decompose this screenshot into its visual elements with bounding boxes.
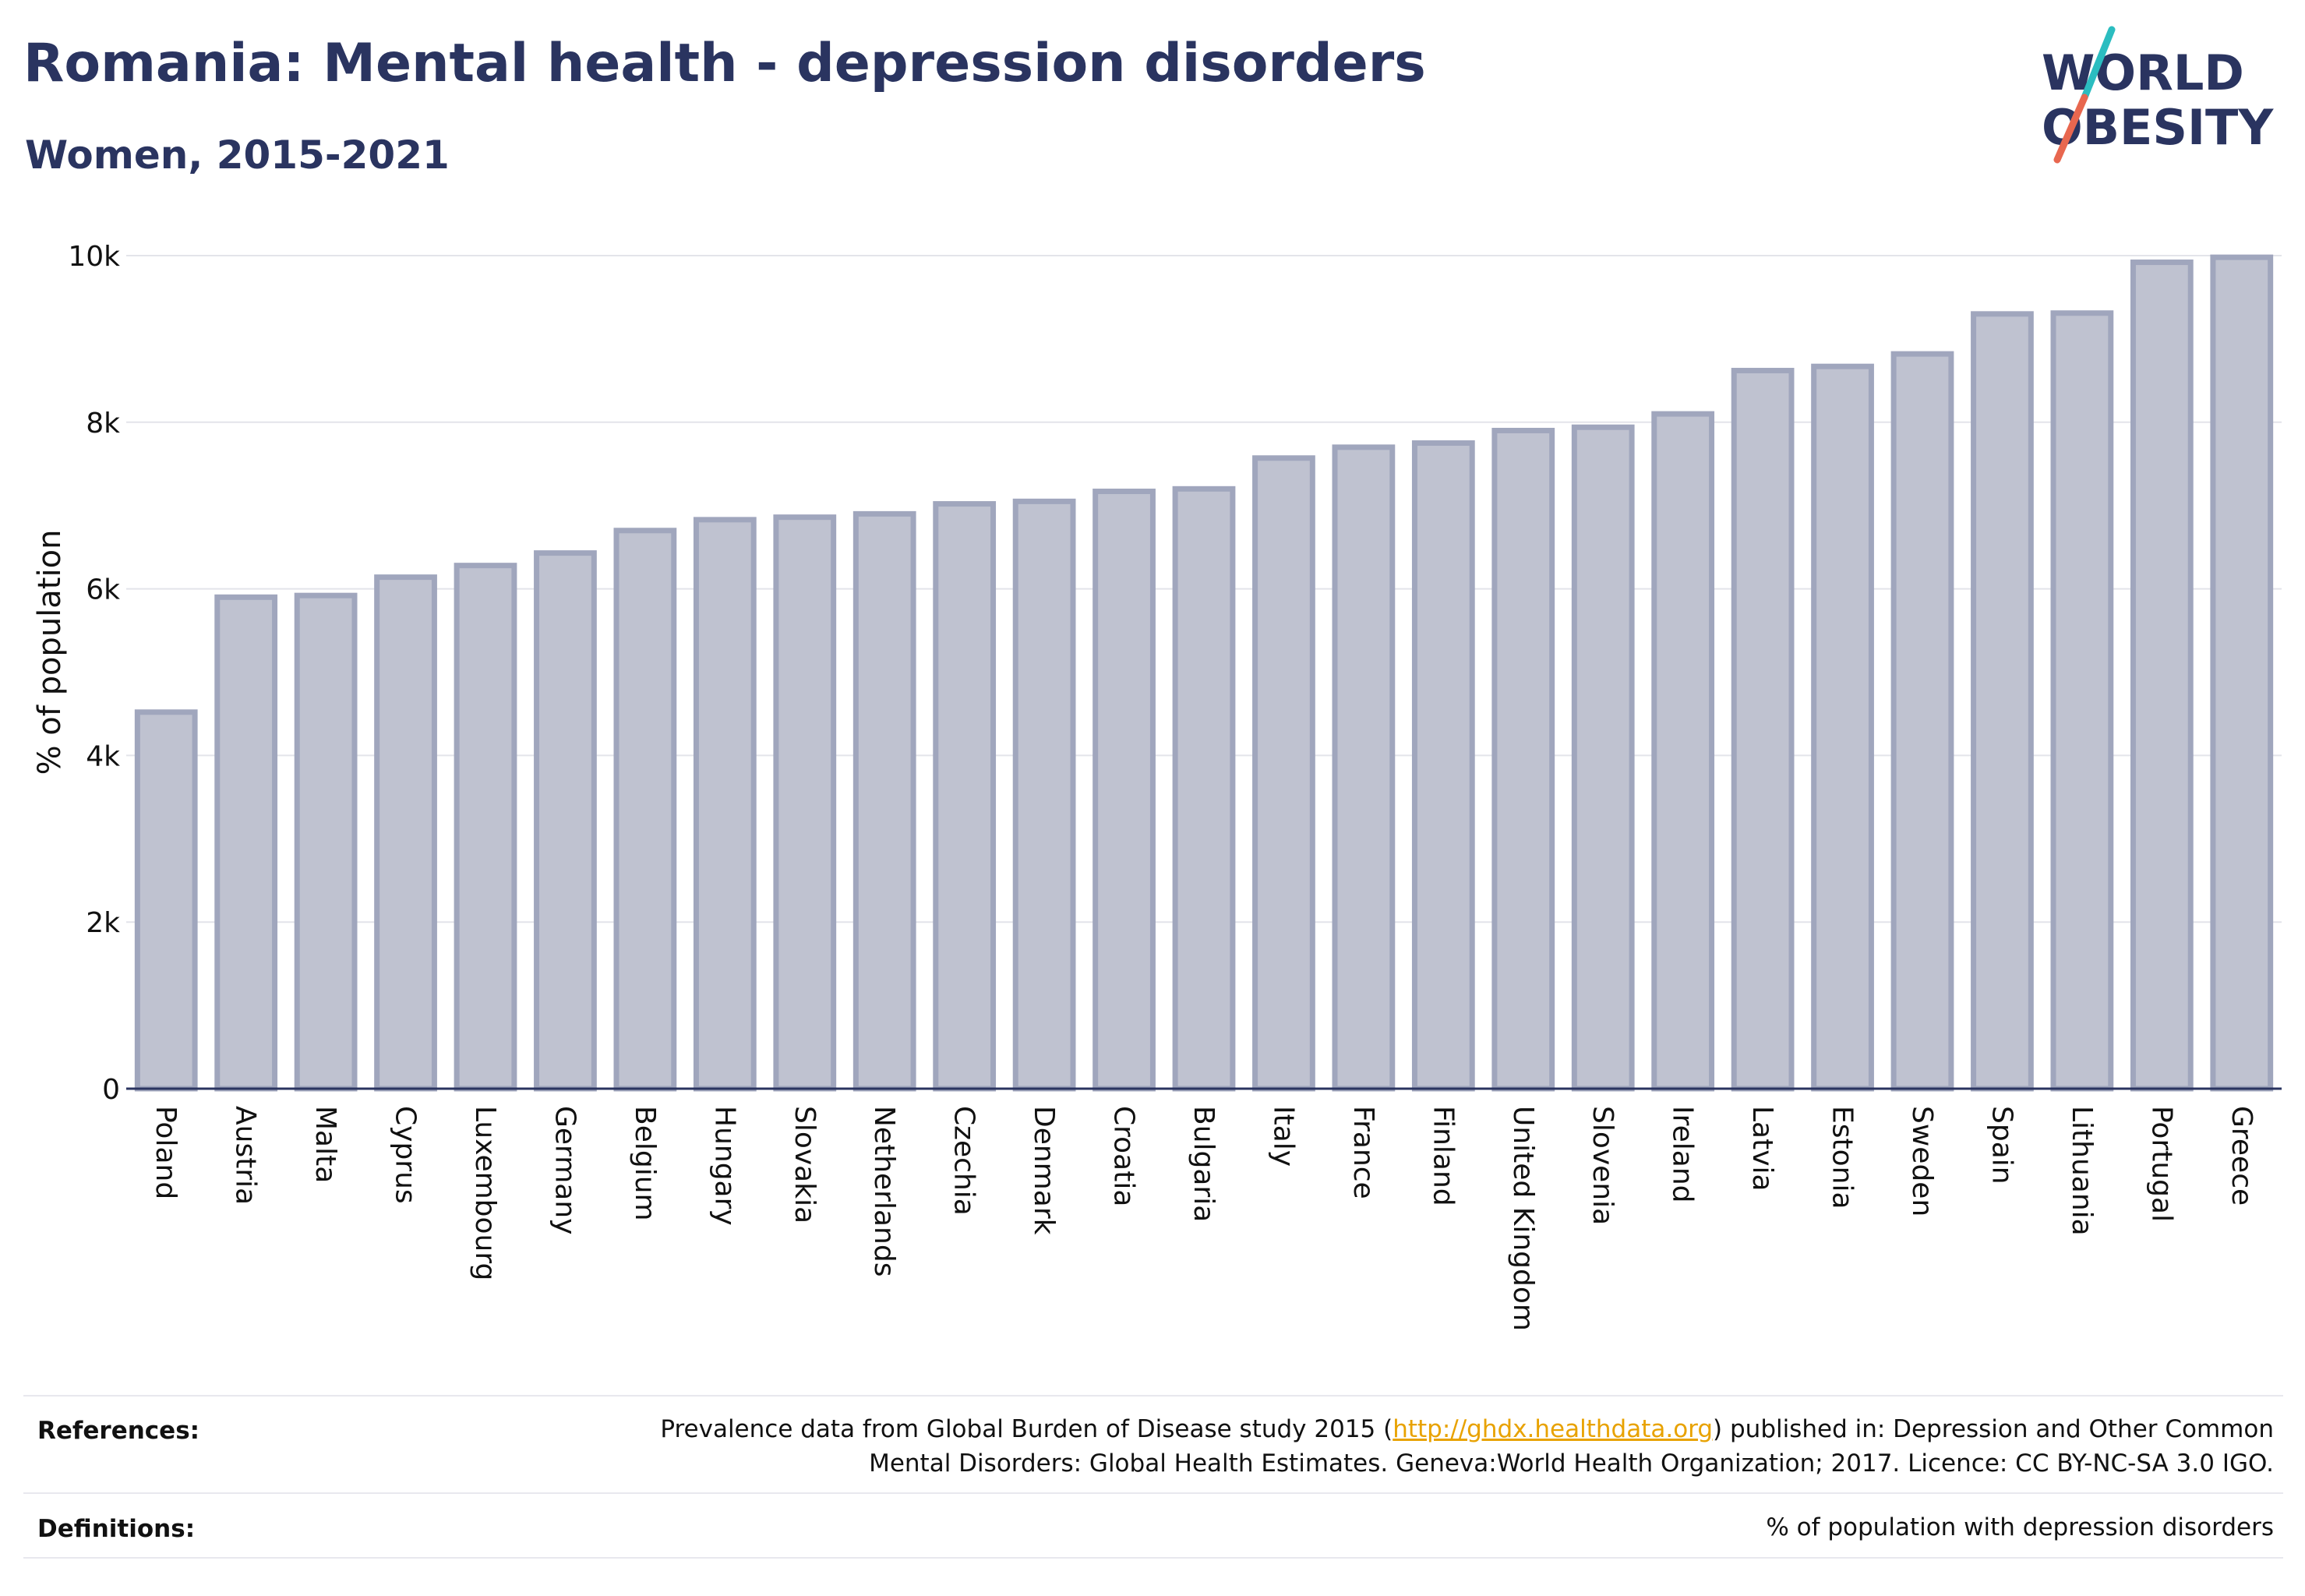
x-tick-label: Portugal — [2145, 1106, 2177, 1222]
chart-subtitle: Women, 2015-2021 — [25, 132, 450, 178]
bar-chart: 0 2k 4k 6k 8k 10k Poland Austria Malta Cyprus Luxe… — [32, 241, 2282, 1331]
x-tick-label: Hungary — [708, 1106, 740, 1226]
references-line1-post: ) published in: Depression and Other Com… — [1713, 1415, 2274, 1443]
x-tick-label: Malta — [309, 1106, 341, 1183]
bar-denmark[interactable] — [1012, 498, 1076, 1092]
x-tick-label: Cyprus — [390, 1106, 422, 1204]
x-tick-label: Italy — [1267, 1106, 1299, 1167]
bar-estonia[interactable] — [1811, 363, 1874, 1092]
bar-france[interactable] — [1332, 444, 1396, 1092]
y-tick-label: 0 — [102, 1074, 120, 1106]
x-tick-label: Denmark — [1028, 1106, 1060, 1235]
definitions-text: % of population with depression disorder… — [1766, 1513, 2274, 1541]
x-tick-label: Austria — [230, 1106, 262, 1205]
references-line1-pre: Prevalence data from Global Burden of Di… — [660, 1415, 1393, 1443]
x-tick-label: Finland — [1427, 1106, 1459, 1206]
bar-malta[interactable] — [294, 592, 358, 1092]
bar-netherlands[interactable] — [852, 510, 916, 1092]
references-link[interactable]: http://ghdx.healthdata.org — [1393, 1415, 1714, 1443]
bar-cyprus[interactable] — [374, 574, 437, 1092]
bar-slovakia[interactable] — [773, 514, 837, 1092]
chart-title: Romania: Mental health - depression diso… — [23, 33, 1426, 94]
x-tick-label: Slovakia — [789, 1106, 821, 1223]
bar-luxembourg[interactable] — [454, 563, 517, 1092]
bar-hungary[interactable] — [693, 517, 757, 1092]
x-tick-label: Estonia — [1827, 1106, 1858, 1209]
x-tick-label: Luxembourg — [469, 1106, 501, 1280]
bar-poland[interactable] — [134, 709, 198, 1092]
references-line1: Prevalence data from Global Burden of Di… — [660, 1412, 2274, 1446]
y-tick-label: 2k — [86, 907, 120, 939]
bar-austria[interactable] — [214, 594, 278, 1092]
logo-slash-coral — [2053, 94, 2088, 164]
bar-slovenia[interactable] — [1571, 424, 1635, 1092]
bar-belgium[interactable] — [613, 528, 677, 1092]
footer-divider-top — [23, 1395, 2283, 1396]
x-tick-label: Germany — [549, 1106, 581, 1234]
world-obesity-logo: WORLD OBESITY — [2042, 26, 2274, 164]
x-tick-label: Slovenia — [1587, 1106, 1618, 1225]
x-tick-label: Ireland — [1667, 1106, 1699, 1203]
x-tick-label: Poland — [150, 1106, 182, 1199]
bar-italy[interactable] — [1252, 455, 1315, 1092]
bar-germany[interactable] — [534, 550, 597, 1092]
y-axis-label: % of population — [32, 530, 68, 775]
x-tick-label: Lithuania — [2066, 1106, 2098, 1236]
bar-spain[interactable] — [1971, 311, 2034, 1092]
x-tick-label: Latvia — [1746, 1106, 1778, 1192]
logo-slash-teal — [2081, 26, 2116, 101]
x-tick-label: Croatia — [1108, 1106, 1140, 1206]
bar-lithuania[interactable] — [2050, 310, 2114, 1092]
bar-portugal[interactable] — [2130, 260, 2194, 1092]
x-tick-label: United Kingdom — [1507, 1106, 1539, 1331]
y-tick-label: 6k — [86, 574, 120, 606]
footer-divider-bottom — [23, 1557, 2283, 1559]
tick-labels: 0 2k 4k 6k 8k 10k Poland Austria Malta Cyprus Luxe… — [68, 241, 2257, 1331]
y-tick-label: 4k — [86, 740, 120, 772]
bar-bulgaria[interactable] — [1172, 486, 1236, 1092]
bar-finland[interactable] — [1411, 440, 1475, 1092]
y-tick-label: 10k — [68, 241, 120, 273]
references-label: References: — [37, 1417, 200, 1445]
x-tick-label: France — [1347, 1106, 1379, 1199]
x-tick-label: Spain — [1986, 1106, 2017, 1185]
bar-latvia[interactable] — [1731, 368, 1795, 1092]
bar-ireland[interactable] — [1651, 411, 1715, 1092]
y-tick-label: 8k — [86, 408, 120, 440]
logo-line1: WORLD — [2042, 44, 2244, 101]
bar-czechia[interactable] — [933, 501, 997, 1092]
x-tick-label: Bulgaria — [1188, 1106, 1220, 1222]
x-tick-label: Greece — [2226, 1106, 2257, 1206]
bars — [134, 254, 2274, 1092]
references-text: Prevalence data from Global Burden of Di… — [660, 1412, 2274, 1481]
x-tick-label: Netherlands — [868, 1106, 900, 1276]
bar-united-kingdom[interactable] — [1491, 427, 1555, 1092]
bar-sweden[interactable] — [1890, 351, 1954, 1092]
x-tick-label: Sweden — [1906, 1106, 1938, 1216]
definitions-label: Definitions: — [37, 1515, 196, 1543]
footer-divider-mid — [23, 1492, 2283, 1494]
x-tick-label: Belgium — [629, 1106, 661, 1221]
bar-greece[interactable] — [2210, 254, 2274, 1092]
bar-croatia[interactable] — [1092, 489, 1156, 1092]
references-line2: Mental Disorders: Global Health Estimate… — [869, 1449, 2274, 1478]
x-tick-label: Czechia — [948, 1106, 980, 1216]
